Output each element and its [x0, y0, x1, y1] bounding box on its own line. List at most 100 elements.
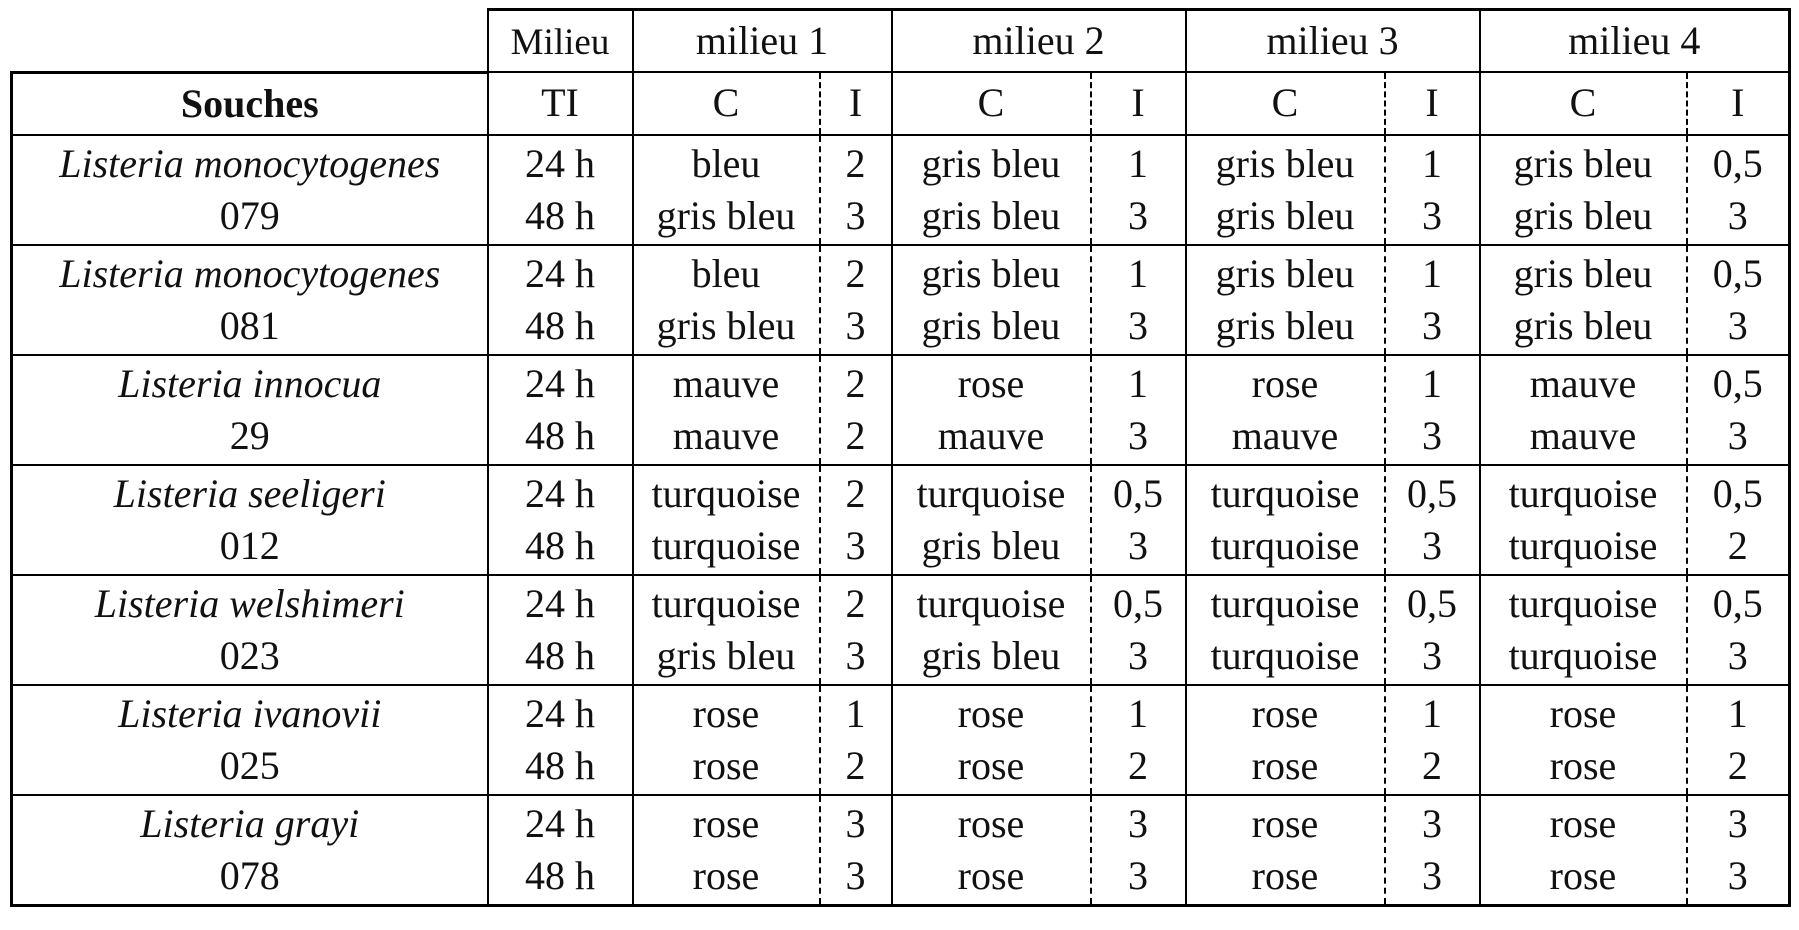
strain-48h: 012	[220, 526, 280, 566]
ti-cell: 24 h48 h	[488, 245, 633, 355]
color-48h: mauve	[673, 416, 780, 456]
table-row: Listeria ivanovii02524 h48 hroserose12ro…	[12, 685, 1790, 795]
ti-24h: 24 h	[525, 694, 595, 734]
i-header: I	[1687, 72, 1790, 135]
color-24h: gris bleu	[1514, 254, 1653, 294]
intensity-24h: 1	[1422, 694, 1442, 734]
c-header: C	[892, 72, 1091, 135]
ti-cell: 24 h48 h	[488, 685, 633, 795]
column-header-row: Souches TI C I C I C I C I	[12, 72, 1790, 135]
milieu-1-intensity-cell: 23	[820, 575, 892, 685]
strain-cell: Listeria innocua29	[12, 355, 488, 465]
intensity-48h: 3	[1128, 306, 1148, 346]
color-24h: turquoise	[1509, 584, 1658, 624]
strain-cell: Listeria seeligeri012	[12, 465, 488, 575]
milieu-1-intensity-cell: 12	[820, 685, 892, 795]
milieu-4-color-cell: roserose	[1480, 685, 1687, 795]
strain-48h: 025	[220, 746, 280, 786]
ti-cell: 24 h48 h	[488, 795, 633, 906]
intensity-24h: 1	[846, 694, 866, 734]
ti-header: TI	[488, 72, 633, 135]
milieu-3-intensity-cell: 0,53	[1385, 575, 1480, 685]
strain-cell: Listeria monocytogenes081	[12, 245, 488, 355]
color-48h: rose	[1550, 746, 1617, 786]
intensity-48h: 3	[846, 856, 866, 896]
color-24h: rose	[958, 804, 1025, 844]
color-24h: rose	[1252, 804, 1319, 844]
souches-header: Souches	[181, 81, 319, 126]
strain-24h: Listeria monocytogenes	[59, 144, 440, 184]
color-24h: gris bleu	[1216, 144, 1355, 184]
intensity-24h: 0,5	[1713, 364, 1763, 404]
ti-48h: 48 h	[525, 526, 595, 566]
color-24h: gris bleu	[922, 254, 1061, 294]
color-48h: rose	[1550, 856, 1617, 896]
ti-cell: 24 h48 h	[488, 355, 633, 465]
color-48h: turquoise	[1211, 636, 1360, 676]
intensity-48h: 2	[1128, 746, 1148, 786]
milieu-1-header: milieu 1	[633, 10, 892, 73]
milieu-4-intensity-cell: 0,53	[1687, 245, 1790, 355]
intensity-48h: 3	[1422, 196, 1442, 236]
ti-48h: 48 h	[525, 196, 595, 236]
strain-48h: 023	[220, 636, 280, 676]
milieu-1-intensity-cell: 23	[820, 135, 892, 245]
milieu-1-color-cell: mauvemauve	[633, 355, 820, 465]
c-header: C	[1480, 72, 1687, 135]
color-48h: rose	[693, 856, 760, 896]
color-24h: mauve	[1530, 364, 1637, 404]
color-48h: turquoise	[1211, 526, 1360, 566]
milieu-3-color-cell: turquoiseturquoise	[1186, 575, 1385, 685]
milieu-2-intensity-cell: 0,53	[1091, 575, 1186, 685]
milieu-3-color-cell: turquoiseturquoise	[1186, 465, 1385, 575]
milieu-3-intensity-cell: 13	[1385, 135, 1480, 245]
milieu-2-color-cell: gris bleugris bleu	[892, 135, 1091, 245]
milieu-2-intensity-cell: 33	[1091, 795, 1186, 906]
color-24h: gris bleu	[1514, 144, 1653, 184]
color-24h: rose	[1252, 364, 1319, 404]
color-24h: rose	[1550, 804, 1617, 844]
milieu-4-color-cell: gris bleugris bleu	[1480, 245, 1687, 355]
intensity-48h: 3	[1422, 636, 1442, 676]
milieu-4-intensity-cell: 33	[1687, 795, 1790, 906]
strain-24h: Listeria monocytogenes	[59, 254, 440, 294]
intensity-48h: 3	[1422, 526, 1442, 566]
color-48h: gris bleu	[922, 526, 1061, 566]
intensity-48h: 3	[1728, 636, 1748, 676]
milieu-4-color-cell: turquoise turquoise	[1480, 575, 1687, 685]
intensity-24h: 3	[1728, 804, 1748, 844]
milieu-3-color-cell: roserose	[1186, 685, 1385, 795]
intensity-24h: 1	[1128, 694, 1148, 734]
milieu-2-intensity-cell: 13	[1091, 355, 1186, 465]
milieu-4-color-cell: gris bleugris bleu	[1480, 135, 1687, 245]
color-48h: rose	[1252, 746, 1319, 786]
color-48h: rose	[693, 746, 760, 786]
color-24h: turquoise	[652, 584, 801, 624]
color-48h: rose	[958, 856, 1025, 896]
milieu-3-intensity-cell: 13	[1385, 245, 1480, 355]
milieu-2-color-cell: roserose	[892, 685, 1091, 795]
milieu-3-color-cell: roserose	[1186, 795, 1385, 906]
intensity-24h: 1	[1728, 694, 1748, 734]
ti-24h: 24 h	[525, 804, 595, 844]
milieu-3-header: milieu 3	[1186, 10, 1480, 73]
milieu-3-color-cell: gris bleugris bleu	[1186, 135, 1385, 245]
color-48h: mauve	[1530, 416, 1637, 456]
ti-48h: 48 h	[525, 306, 595, 346]
color-48h: gris bleu	[657, 636, 796, 676]
milieu-1-color-cell: turquoiseturquoise	[633, 465, 820, 575]
color-48h: gris bleu	[922, 306, 1061, 346]
strain-cell: Listeria ivanovii025	[12, 685, 488, 795]
color-48h: turquoise	[1509, 636, 1658, 676]
intensity-24h: 3	[846, 804, 866, 844]
intensity-24h: 1	[1128, 364, 1148, 404]
intensity-48h: 3	[1128, 526, 1148, 566]
intensity-48h: 3	[1422, 306, 1442, 346]
milieu-2-header: milieu 2	[892, 10, 1186, 73]
intensity-48h: 3	[1128, 636, 1148, 676]
milieu-2-color-cell: rosemauve	[892, 355, 1091, 465]
table-row: Listeria welshimeri02324 h48 hturquoiseg…	[12, 575, 1790, 685]
strain-48h: 079	[220, 196, 280, 236]
intensity-48h: 3	[1422, 856, 1442, 896]
